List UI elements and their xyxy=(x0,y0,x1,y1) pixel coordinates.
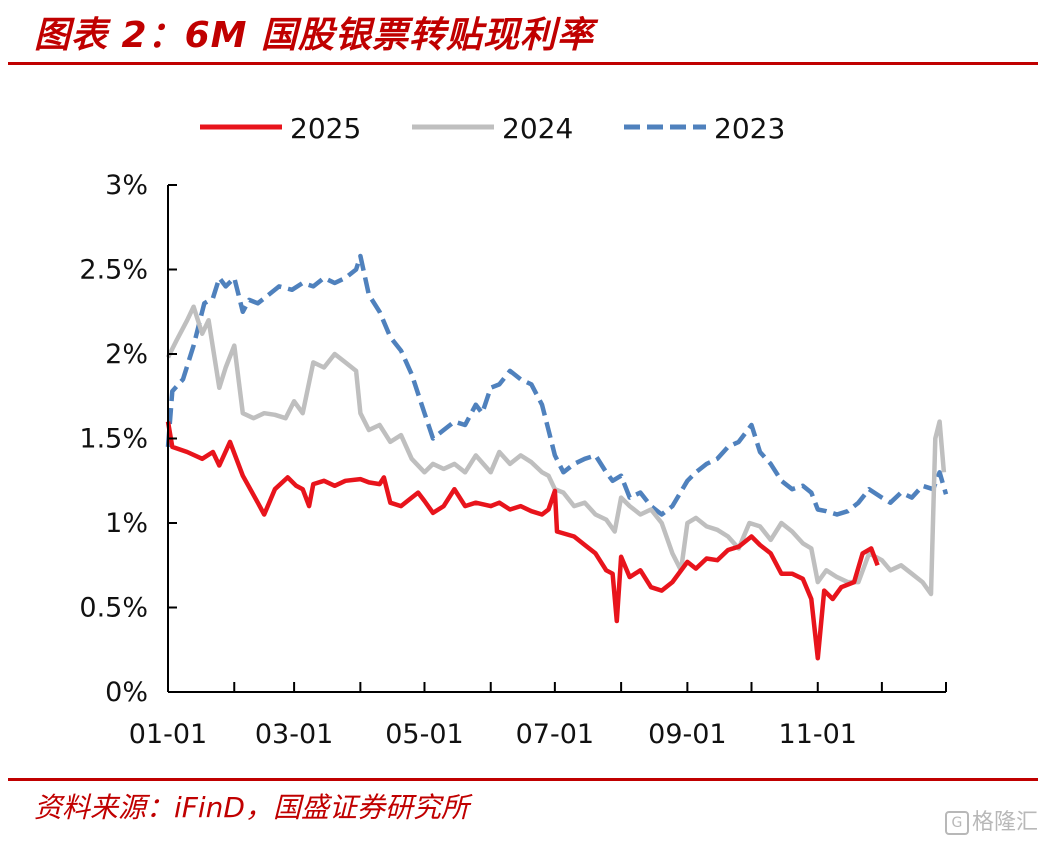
chart-axes: 0% 0.5% 1% 1.5% 2% 2.5% 3% 01-01 03-01 05-01 07-01… xyxy=(79,170,947,750)
title-divider xyxy=(8,62,1038,65)
y-tick-label: 0.5% xyxy=(79,593,148,624)
watermark: G 格隆汇 xyxy=(944,804,1038,836)
source-note: 资料来源：iFinD，国盛证券研究所 xyxy=(34,791,469,824)
chart-legend: 2025 2024 2023 xyxy=(200,112,785,145)
y-tick-label: 3% xyxy=(105,170,148,201)
x-tick-label: 07-01 xyxy=(516,719,594,750)
x-tick-label: 11-01 xyxy=(779,719,857,750)
x-tick-label: 09-01 xyxy=(648,719,726,750)
x-tick-label: 01-01 xyxy=(129,719,207,750)
y-tick-label: 2.5% xyxy=(79,255,148,286)
x-tick-label: 05-01 xyxy=(385,719,463,750)
chart-title: 图表 2：6M 国股银票转贴现利率 xyxy=(34,15,594,56)
y-tick-label: 1.5% xyxy=(79,424,148,455)
legend-label-2023: 2023 xyxy=(714,112,785,145)
y-tick-label: 1% xyxy=(105,508,148,539)
y-tick-label: 0% xyxy=(105,677,148,708)
series-line-2023 xyxy=(165,253,949,517)
legend-label-2024: 2024 xyxy=(502,112,573,145)
y-tick-label: 2% xyxy=(105,339,148,370)
x-tick-label: 03-01 xyxy=(255,719,333,750)
watermark-text: 格隆汇 xyxy=(971,810,1038,835)
series-layer xyxy=(165,253,949,661)
legend-label-2025: 2025 xyxy=(290,112,361,145)
footer-divider xyxy=(8,778,1038,781)
watermark-logo-icon: G xyxy=(944,811,969,835)
series-line-2025 xyxy=(165,421,880,661)
series-line-2024 xyxy=(165,304,947,597)
